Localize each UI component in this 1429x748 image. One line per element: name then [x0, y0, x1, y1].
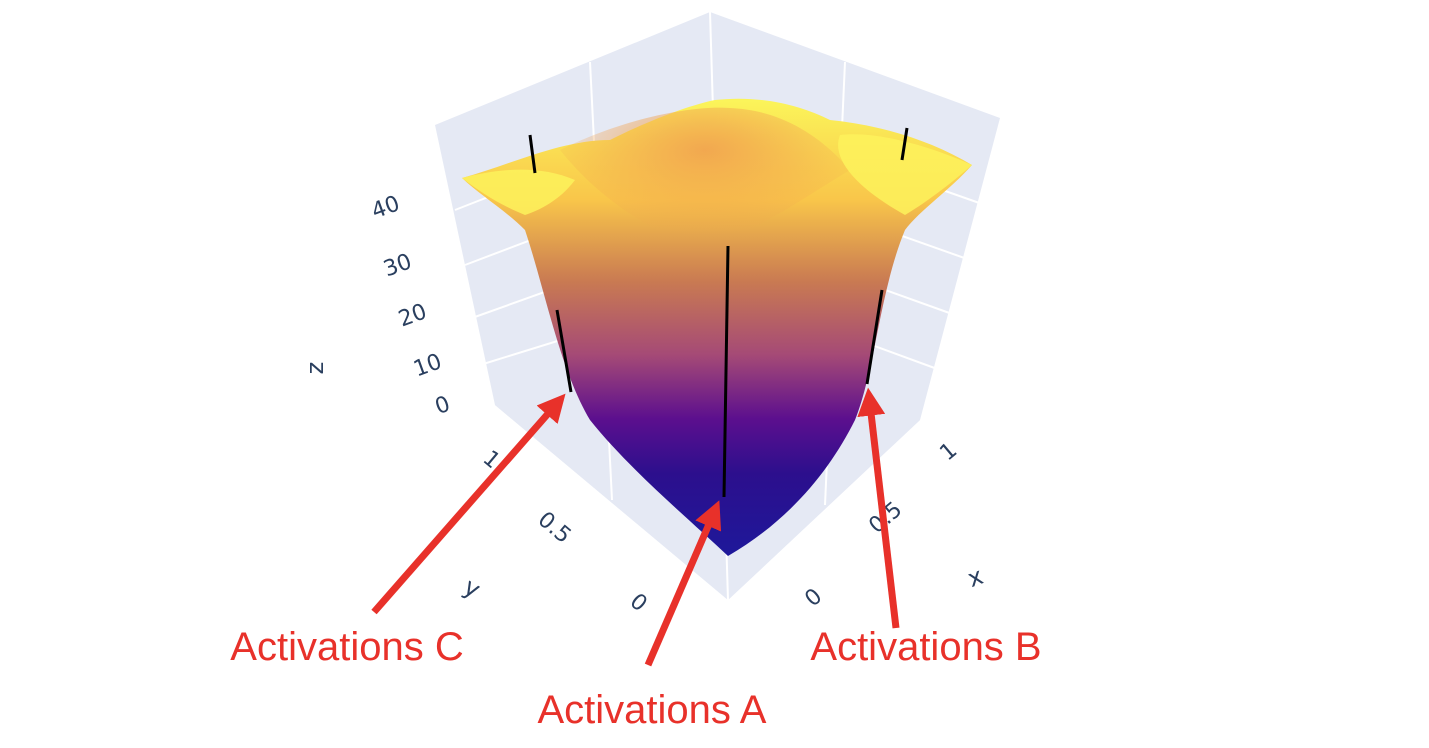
z-tick-label: 30	[380, 249, 415, 282]
y-axis-label: y	[459, 572, 485, 603]
surface-ridge-right	[838, 134, 972, 215]
z-tick-label: 0	[432, 392, 454, 420]
annotation-arrows	[371, 387, 900, 667]
arrow-activations-a	[644, 500, 722, 667]
z-tick-label: 40	[368, 191, 403, 224]
marker-top-left-line	[528, 134, 537, 174]
z-tick-label: 10	[410, 349, 445, 382]
surface-top-glow	[560, 107, 850, 250]
annotation-activations-a: Activations A	[537, 688, 766, 732]
surface-ridge-left	[462, 169, 575, 215]
surface	[462, 98, 972, 557]
x-tick-label: 1	[935, 438, 962, 466]
z-tick-label: 20	[395, 299, 430, 332]
arrow-activations-b	[857, 387, 900, 629]
marker-c-line	[555, 309, 573, 393]
activation-markers	[528, 127, 909, 498]
marker-a-line	[722, 245, 730, 498]
annotation-labels: Activations A Activations B Activations …	[230, 625, 1041, 732]
marker-b-line	[865, 289, 884, 385]
x-axis-label: x	[964, 562, 987, 593]
surface-body	[462, 98, 972, 557]
x-tick-label: 0	[800, 584, 827, 612]
y-tick-label: 0.5	[533, 507, 576, 549]
annotation-activations-b: Activations B	[810, 625, 1041, 669]
marker-top-right-line	[900, 127, 909, 161]
arrow-activations-c	[371, 393, 566, 615]
z-axis-label: z	[301, 362, 329, 375]
annotation-activations-c: Activations C	[230, 625, 463, 669]
y-tick-label: 0	[625, 589, 652, 617]
